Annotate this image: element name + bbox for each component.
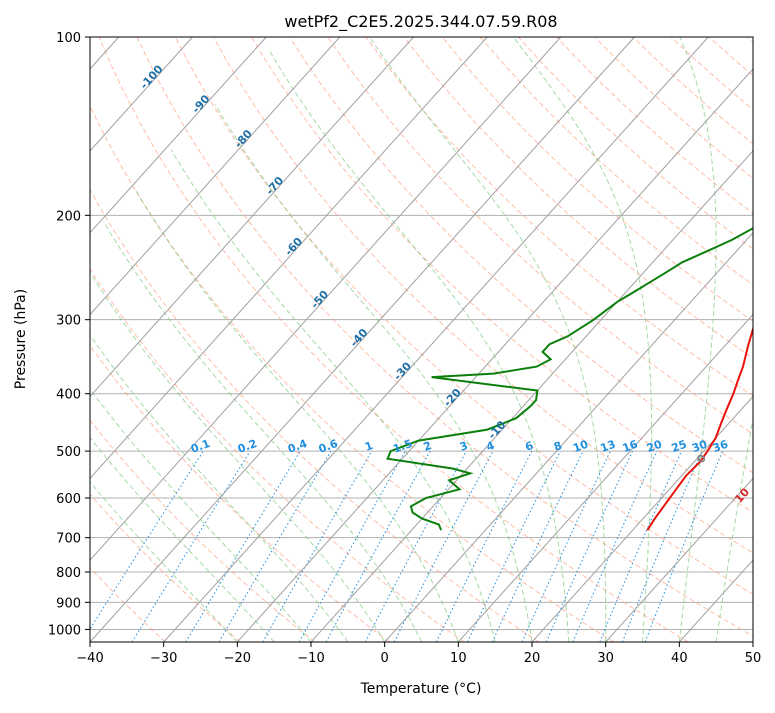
x-tick-label: −20 (224, 651, 251, 666)
y-tick-label: 600 (56, 492, 81, 507)
y-tick-label: 800 (56, 566, 81, 581)
y-tick-label: 500 (56, 445, 81, 460)
y-tick-label: 900 (56, 596, 81, 611)
chart-title: wetPf2_C2E5.2025.344.07.59.R08 (284, 12, 557, 32)
x-tick-label: −30 (150, 651, 177, 666)
x-tick-label: −40 (76, 651, 103, 666)
y-tick-label: 700 (56, 532, 81, 547)
y-tick-label: 200 (56, 209, 81, 224)
x-tick-label: 0 (381, 651, 389, 666)
x-tick-label: 50 (745, 651, 762, 666)
x-tick-label: 40 (671, 651, 688, 666)
y-tick-label: 100 (56, 31, 81, 46)
x-tick-label: −10 (297, 651, 324, 666)
y-tick-label: 1000 (48, 623, 81, 638)
y-axis-title: Pressure (hPa) (13, 289, 29, 389)
x-tick-label: 10 (450, 651, 467, 666)
y-tick-label: 400 (56, 388, 81, 403)
y-tick-label: 300 (56, 314, 81, 329)
x-axis-title: Temperature (°C) (360, 681, 482, 697)
x-tick-label: 20 (524, 651, 541, 666)
x-tick-label: 30 (597, 651, 614, 666)
